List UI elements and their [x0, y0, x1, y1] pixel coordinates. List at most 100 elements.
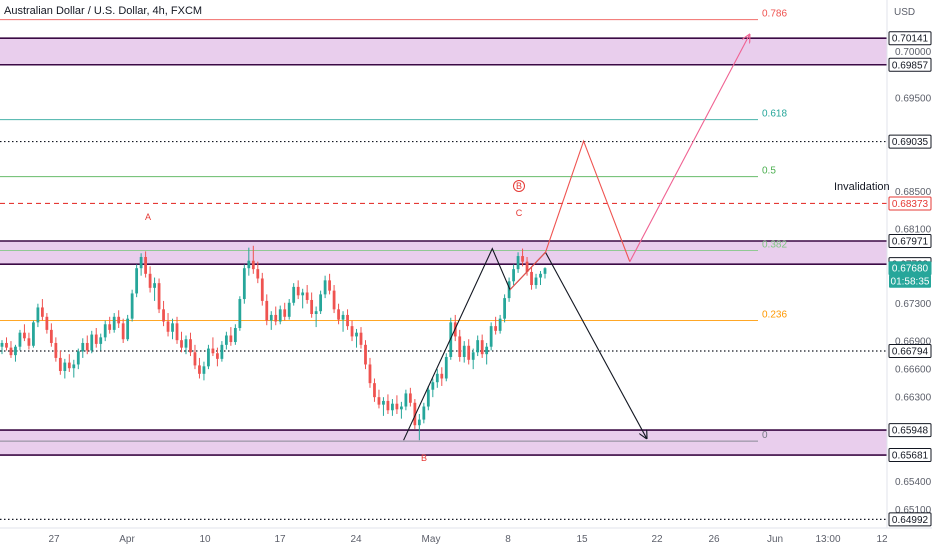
candle-body-22	[99, 337, 103, 344]
x-tick-label-2: 10	[199, 534, 211, 545]
candle-body-121	[543, 268, 547, 274]
price-label-9: 0.65681	[892, 451, 929, 462]
candle-body-3	[14, 346, 17, 356]
y-tick-label-1: 0.69500	[895, 94, 932, 105]
candle-body-68	[305, 292, 309, 300]
y-tick-label-7: 0.66300	[895, 393, 932, 404]
candle-body-115	[516, 256, 520, 270]
candle-body-27	[121, 323, 125, 340]
price-label-box-7	[888, 344, 932, 359]
candle-body-73	[328, 280, 331, 291]
projection-path-2	[509, 139, 631, 291]
projection-path-1	[545, 252, 647, 438]
candle-body-64	[287, 302, 291, 317]
x-tick-label-11: 13:00	[815, 534, 840, 545]
x-tick-label-10: Jun	[767, 534, 783, 545]
candle-body-103	[462, 345, 466, 357]
fibonacci-retracement: 0.786 0.618 0.5 0.382 0.236 0	[0, 9, 787, 442]
wave-label-c-2: C	[516, 208, 523, 218]
candle-body-85	[382, 400, 385, 405]
candle-body-21	[94, 334, 98, 344]
candle-body-80	[359, 332, 363, 345]
candle-body-41	[184, 339, 188, 348]
price-axis-labels: 0.701410.698570.690350.683730.679710.677…	[888, 31, 932, 527]
candle-body-61	[274, 314, 278, 322]
candle-body-62	[278, 309, 282, 322]
wave-label-b-circled: B	[516, 181, 522, 191]
candle-body-34	[153, 283, 156, 288]
candle-body-83	[373, 383, 376, 398]
time-axis[interactable]: 27 Apr 10 17 24 May 8 15 22 26 Jun 13:00 12	[48, 534, 888, 545]
price-axis[interactable]: 0.70000 0.69500 0.68500 0.68100 0.67300 0.669…	[895, 47, 932, 516]
candle-body-81	[364, 344, 367, 365]
candle-body-97	[435, 373, 439, 383]
candle-body-2	[9, 347, 13, 356]
candle-body-70	[314, 311, 318, 314]
candle-body-109	[489, 326, 493, 347]
candle-body-5	[23, 332, 26, 339]
x-tick-label-0: 27	[48, 534, 60, 545]
candle-body-45	[202, 366, 206, 374]
candle-body-104	[467, 345, 471, 360]
price-label-box-9	[888, 448, 932, 463]
candle-body-25	[112, 316, 116, 330]
candle-body-119	[534, 277, 538, 286]
candle-body-6	[27, 338, 31, 346]
candle-body-107	[480, 340, 484, 355]
candle-body-23	[103, 324, 107, 338]
candle-body-46	[207, 348, 210, 367]
candle-body-112	[503, 298, 507, 319]
fib-label-4: 0.236	[762, 310, 787, 321]
candle-body-71	[319, 294, 323, 312]
candle-body-58	[260, 278, 264, 301]
x-tick-label-4: 24	[350, 534, 362, 545]
fib-label-5: 0	[762, 430, 768, 441]
fib-label-2: 0.5	[762, 166, 776, 177]
price-label-8: 0.65948	[892, 426, 929, 437]
candle-body-100	[449, 322, 453, 357]
wave-label-b-1: B	[421, 453, 427, 463]
x-tick-label-9: 26	[708, 534, 720, 545]
candle-body-7	[32, 322, 35, 346]
candle-body-40	[180, 340, 183, 348]
candle-body-78	[350, 326, 354, 337]
candle-body-75	[337, 309, 340, 320]
candle-body-74	[332, 290, 336, 310]
candle-body-29	[130, 293, 134, 319]
candle-body-33	[148, 273, 152, 288]
candle-body-26	[117, 316, 121, 324]
price-label-box-1	[888, 57, 932, 72]
candle-body-54	[242, 268, 246, 300]
candle-body-76	[341, 314, 345, 320]
candle-body-39	[175, 323, 179, 341]
zone-fill-0	[0, 38, 887, 65]
candle-body-16	[72, 364, 76, 369]
candle-body-82	[368, 364, 372, 384]
price-label-2: 0.69035	[892, 137, 929, 148]
candle-body-86	[386, 400, 390, 411]
y-tick-label-4: 0.67300	[895, 299, 932, 310]
price-label-10: 0.64992	[892, 515, 929, 526]
price-label-box-2	[888, 134, 932, 149]
candle-body-98	[440, 373, 444, 379]
candle-body-72	[323, 280, 327, 295]
candle-body-53	[238, 299, 242, 329]
candle-body-36	[162, 309, 165, 322]
countdown-box	[889, 274, 931, 288]
price-label-0: 0.70141	[892, 34, 929, 45]
candle-body-87	[391, 403, 394, 411]
price-label-box-10	[888, 512, 932, 527]
price-label-box-4	[888, 234, 932, 249]
candle-body-47	[211, 348, 215, 354]
candle-body-42	[189, 339, 192, 353]
y-tick-label-3: 0.68100	[895, 224, 932, 235]
wave-label-a-0: A	[145, 212, 151, 222]
candle-body-32	[144, 256, 147, 274]
candle-body-106	[476, 340, 480, 353]
price-label-box-3	[888, 196, 932, 211]
y-tick-label-2: 0.68500	[895, 187, 932, 198]
supply-demand-zones	[0, 37, 887, 456]
price-label-4: 0.67971	[892, 237, 929, 248]
x-tick-label-3: 17	[274, 534, 286, 545]
